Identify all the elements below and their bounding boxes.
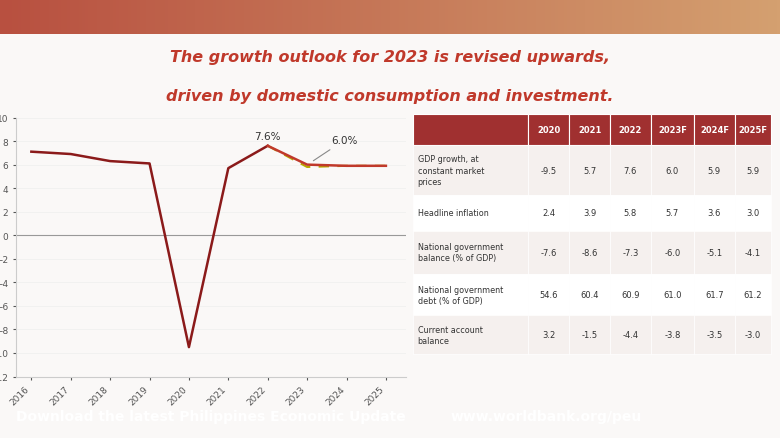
Text: -4.4: -4.4 [622,331,639,339]
Bar [651,146,694,195]
Bar [413,195,528,231]
Text: -8.6: -8.6 [581,248,597,257]
Text: 61.0: 61.0 [663,290,682,300]
Text: 6.0: 6.0 [666,166,679,175]
Bar [413,316,528,354]
Bar [694,146,735,195]
Bar [569,146,610,195]
Text: 2022: 2022 [619,126,642,135]
Bar [694,231,735,274]
Text: 2024F: 2024F [700,126,729,135]
Bar [694,195,735,231]
Text: National government
balance (% of GDP): National government balance (% of GDP) [418,243,503,263]
Text: -1.5: -1.5 [582,331,597,339]
Text: 2.4: 2.4 [542,209,555,218]
Bar [569,274,610,316]
Text: 2023F: 2023F [658,126,687,135]
Bar [694,316,735,354]
Bar [610,115,651,146]
Text: 3.9: 3.9 [583,209,596,218]
Bar [735,115,771,146]
Bar [735,274,771,316]
Bar [413,115,528,146]
Text: driven by domestic consumption and investment.: driven by domestic consumption and inves… [166,89,614,104]
Bar [735,316,771,354]
Bar [413,274,528,316]
Bar [651,231,694,274]
Bar [651,195,694,231]
Text: -6.0: -6.0 [665,248,681,257]
Bar [735,146,771,195]
Text: 5.9: 5.9 [746,166,760,175]
Text: 7.6%: 7.6% [254,131,281,141]
Text: 54.6: 54.6 [540,290,558,300]
Text: -3.8: -3.8 [665,331,681,339]
Bar [569,316,610,354]
Bar [610,146,651,195]
Bar [651,316,694,354]
Text: Headline inflation: Headline inflation [418,209,488,218]
Bar [610,195,651,231]
Text: -3.0: -3.0 [745,331,761,339]
Text: 3.6: 3.6 [707,209,722,218]
Bar [735,231,771,274]
Bar [528,274,569,316]
Text: 5.9: 5.9 [708,166,721,175]
Text: 61.7: 61.7 [705,290,724,300]
Text: The growth outlook for 2023 is revised upwards,: The growth outlook for 2023 is revised u… [170,49,610,64]
Bar [651,115,694,146]
Text: -7.6: -7.6 [541,248,557,257]
Text: 3.0: 3.0 [746,209,760,218]
Text: Download the latest Philippines Economic Update: Download the latest Philippines Economic… [16,409,406,423]
Text: www.worldbank.org/peu: www.worldbank.org/peu [450,409,642,423]
Text: 61.2: 61.2 [743,290,762,300]
Text: 5.7: 5.7 [583,166,596,175]
Bar [694,115,735,146]
Bar [610,231,651,274]
Text: 5.7: 5.7 [666,209,679,218]
Bar [610,316,651,354]
Bar [569,115,610,146]
Bar [610,274,651,316]
Bar [528,316,569,354]
Text: 5.8: 5.8 [624,209,637,218]
Text: 3.2: 3.2 [542,331,555,339]
Text: -4.1: -4.1 [745,248,760,257]
Text: 2020: 2020 [537,126,560,135]
Text: 2021: 2021 [578,126,601,135]
Bar [569,231,610,274]
Text: GDP growth, at
constant market
prices: GDP growth, at constant market prices [418,155,484,186]
Bar [569,195,610,231]
Bar [528,195,569,231]
Bar [528,231,569,274]
Bar [528,146,569,195]
Text: 60.4: 60.4 [580,290,599,300]
Bar [413,231,528,274]
Text: Current account
balance: Current account balance [418,325,483,345]
Text: 2025F: 2025F [739,126,768,135]
Bar [413,146,528,195]
Bar [735,195,771,231]
Bar [528,115,569,146]
Bar [651,274,694,316]
Text: -7.3: -7.3 [622,248,639,257]
Bar [694,274,735,316]
Text: 7.6: 7.6 [624,166,637,175]
Text: National government
debt (% of GDP): National government debt (% of GDP) [418,285,503,305]
Text: 60.9: 60.9 [621,290,640,300]
Text: 6.0%: 6.0% [314,136,357,161]
Text: -3.5: -3.5 [707,331,722,339]
Text: -9.5: -9.5 [541,166,557,175]
Text: -5.1: -5.1 [707,248,722,257]
